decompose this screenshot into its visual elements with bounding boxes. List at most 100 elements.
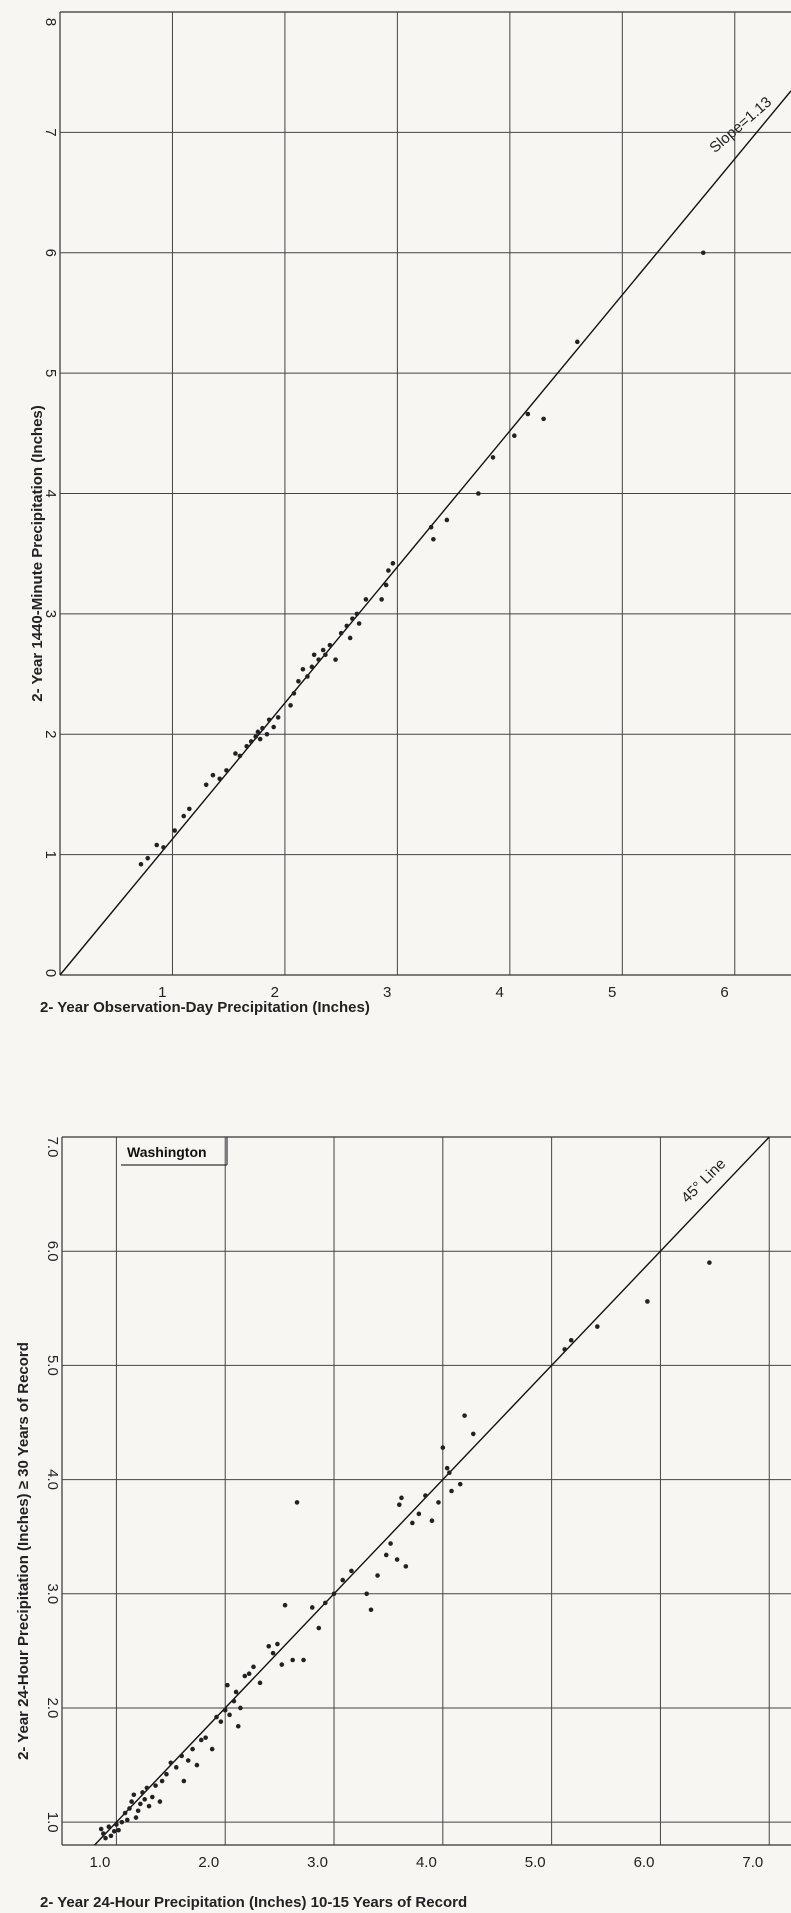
data-point xyxy=(368,1607,374,1613)
data-point xyxy=(340,1577,346,1583)
data-point xyxy=(242,1673,248,1679)
data-point xyxy=(316,657,321,662)
data-point xyxy=(157,1799,163,1804)
data-point xyxy=(150,1794,155,1800)
data-point xyxy=(233,1689,239,1695)
data-point xyxy=(347,635,353,641)
data-point xyxy=(144,1785,150,1791)
data-point xyxy=(224,768,229,773)
data-point xyxy=(436,1500,441,1505)
data-point xyxy=(700,250,706,256)
data-point xyxy=(103,1835,108,1841)
data-point xyxy=(595,1324,600,1329)
data-point xyxy=(98,1826,104,1832)
data-point xyxy=(379,597,384,602)
data-point xyxy=(396,1502,402,1508)
data-point xyxy=(300,666,306,672)
data-point xyxy=(140,1790,145,1795)
data-point xyxy=(172,828,178,833)
data-point xyxy=(248,739,254,744)
chart-1440-minute-vs-observation-day: 1 2 3 4 5 6 0 1 2 3 4 5 6 7 8 Slope=1.13 2- Year 1440-Mi… xyxy=(29,11,791,1016)
data-point xyxy=(383,1552,389,1558)
x-tick-label: 2 xyxy=(271,984,279,1001)
data-point xyxy=(185,1758,191,1763)
data-point xyxy=(575,339,580,345)
data-point xyxy=(390,561,396,566)
data-point xyxy=(416,1511,422,1517)
data-point xyxy=(333,657,338,662)
data-point xyxy=(138,1801,143,1807)
data-point xyxy=(146,1803,152,1809)
data-point xyxy=(168,1760,174,1766)
data-point xyxy=(218,1719,224,1724)
data-point xyxy=(257,736,263,742)
data-point xyxy=(181,813,187,819)
data-point xyxy=(122,1810,128,1816)
y-tick-label: 5.0 xyxy=(44,1355,61,1376)
y-tick-label: 3 xyxy=(42,610,59,618)
data-point xyxy=(237,753,243,759)
data-point xyxy=(449,1488,454,1494)
data-point xyxy=(309,664,315,670)
data-point xyxy=(447,1470,452,1476)
data-point xyxy=(222,1707,228,1713)
data-point xyxy=(257,1680,263,1686)
data-point xyxy=(275,715,281,720)
x-tick-label: 5 xyxy=(608,984,616,1001)
data-point xyxy=(350,616,355,621)
data-point xyxy=(173,1765,179,1770)
data-point xyxy=(354,611,360,617)
data-point xyxy=(255,729,261,735)
data-point xyxy=(203,782,209,788)
y-tick-label: 1.0 xyxy=(44,1812,61,1833)
data-point xyxy=(161,845,166,850)
y-tick-label: 1 xyxy=(42,850,59,858)
x-tick-label: 1.0 xyxy=(90,1854,111,1871)
data-point xyxy=(429,1518,435,1523)
data-point xyxy=(114,1822,119,1827)
data-point xyxy=(707,1260,712,1265)
data-point xyxy=(198,1737,204,1743)
data-point xyxy=(135,1808,141,1814)
data-point xyxy=(251,1664,256,1670)
data-point xyxy=(512,433,517,439)
data-point xyxy=(124,1817,130,1823)
data-point xyxy=(164,1771,169,1777)
data-point xyxy=(462,1413,467,1418)
data-point xyxy=(127,1806,132,1811)
x-tick-label: 1 xyxy=(158,984,166,1001)
data-point xyxy=(323,1600,328,1606)
x-tick-label: 6 xyxy=(720,984,728,1001)
data-point xyxy=(444,1465,450,1471)
y-tick-label: 4 xyxy=(42,489,59,497)
data-point xyxy=(209,1746,215,1752)
data-point xyxy=(645,1299,650,1304)
x-axis-title: 2- Year Observation-Day Precipitation (I… xyxy=(40,999,370,1016)
data-point xyxy=(266,717,272,723)
y-tick-label: 6 xyxy=(42,249,59,257)
data-point xyxy=(203,1735,208,1740)
reference-line xyxy=(59,90,791,976)
data-point xyxy=(331,1591,337,1597)
data-point xyxy=(349,1568,354,1574)
data-point xyxy=(288,703,293,708)
data-point xyxy=(309,1605,315,1610)
data-point xyxy=(275,1641,280,1647)
data-point xyxy=(320,647,326,653)
data-point xyxy=(279,1662,285,1667)
data-point xyxy=(356,621,362,626)
data-point xyxy=(181,1778,187,1784)
y-tick-label: 7 xyxy=(42,128,59,136)
y-tick-label: 6.0 xyxy=(44,1241,61,1262)
chart-washington-24-hour: 1.0 2.0 3.0 4.0 5.0 6.0 7.0 1.0 2.0 3.0 4.0 5.0 6.0 7… xyxy=(15,1136,791,1911)
data-point xyxy=(260,725,265,731)
data-point xyxy=(119,1819,125,1825)
x-tick-label: 5.0 xyxy=(525,1854,546,1871)
data-point xyxy=(363,597,369,602)
data-point xyxy=(525,411,531,417)
data-point xyxy=(111,1828,117,1834)
data-point xyxy=(305,674,310,679)
data-point xyxy=(394,1557,400,1562)
data-point xyxy=(214,1714,219,1720)
data-point xyxy=(294,1500,300,1505)
